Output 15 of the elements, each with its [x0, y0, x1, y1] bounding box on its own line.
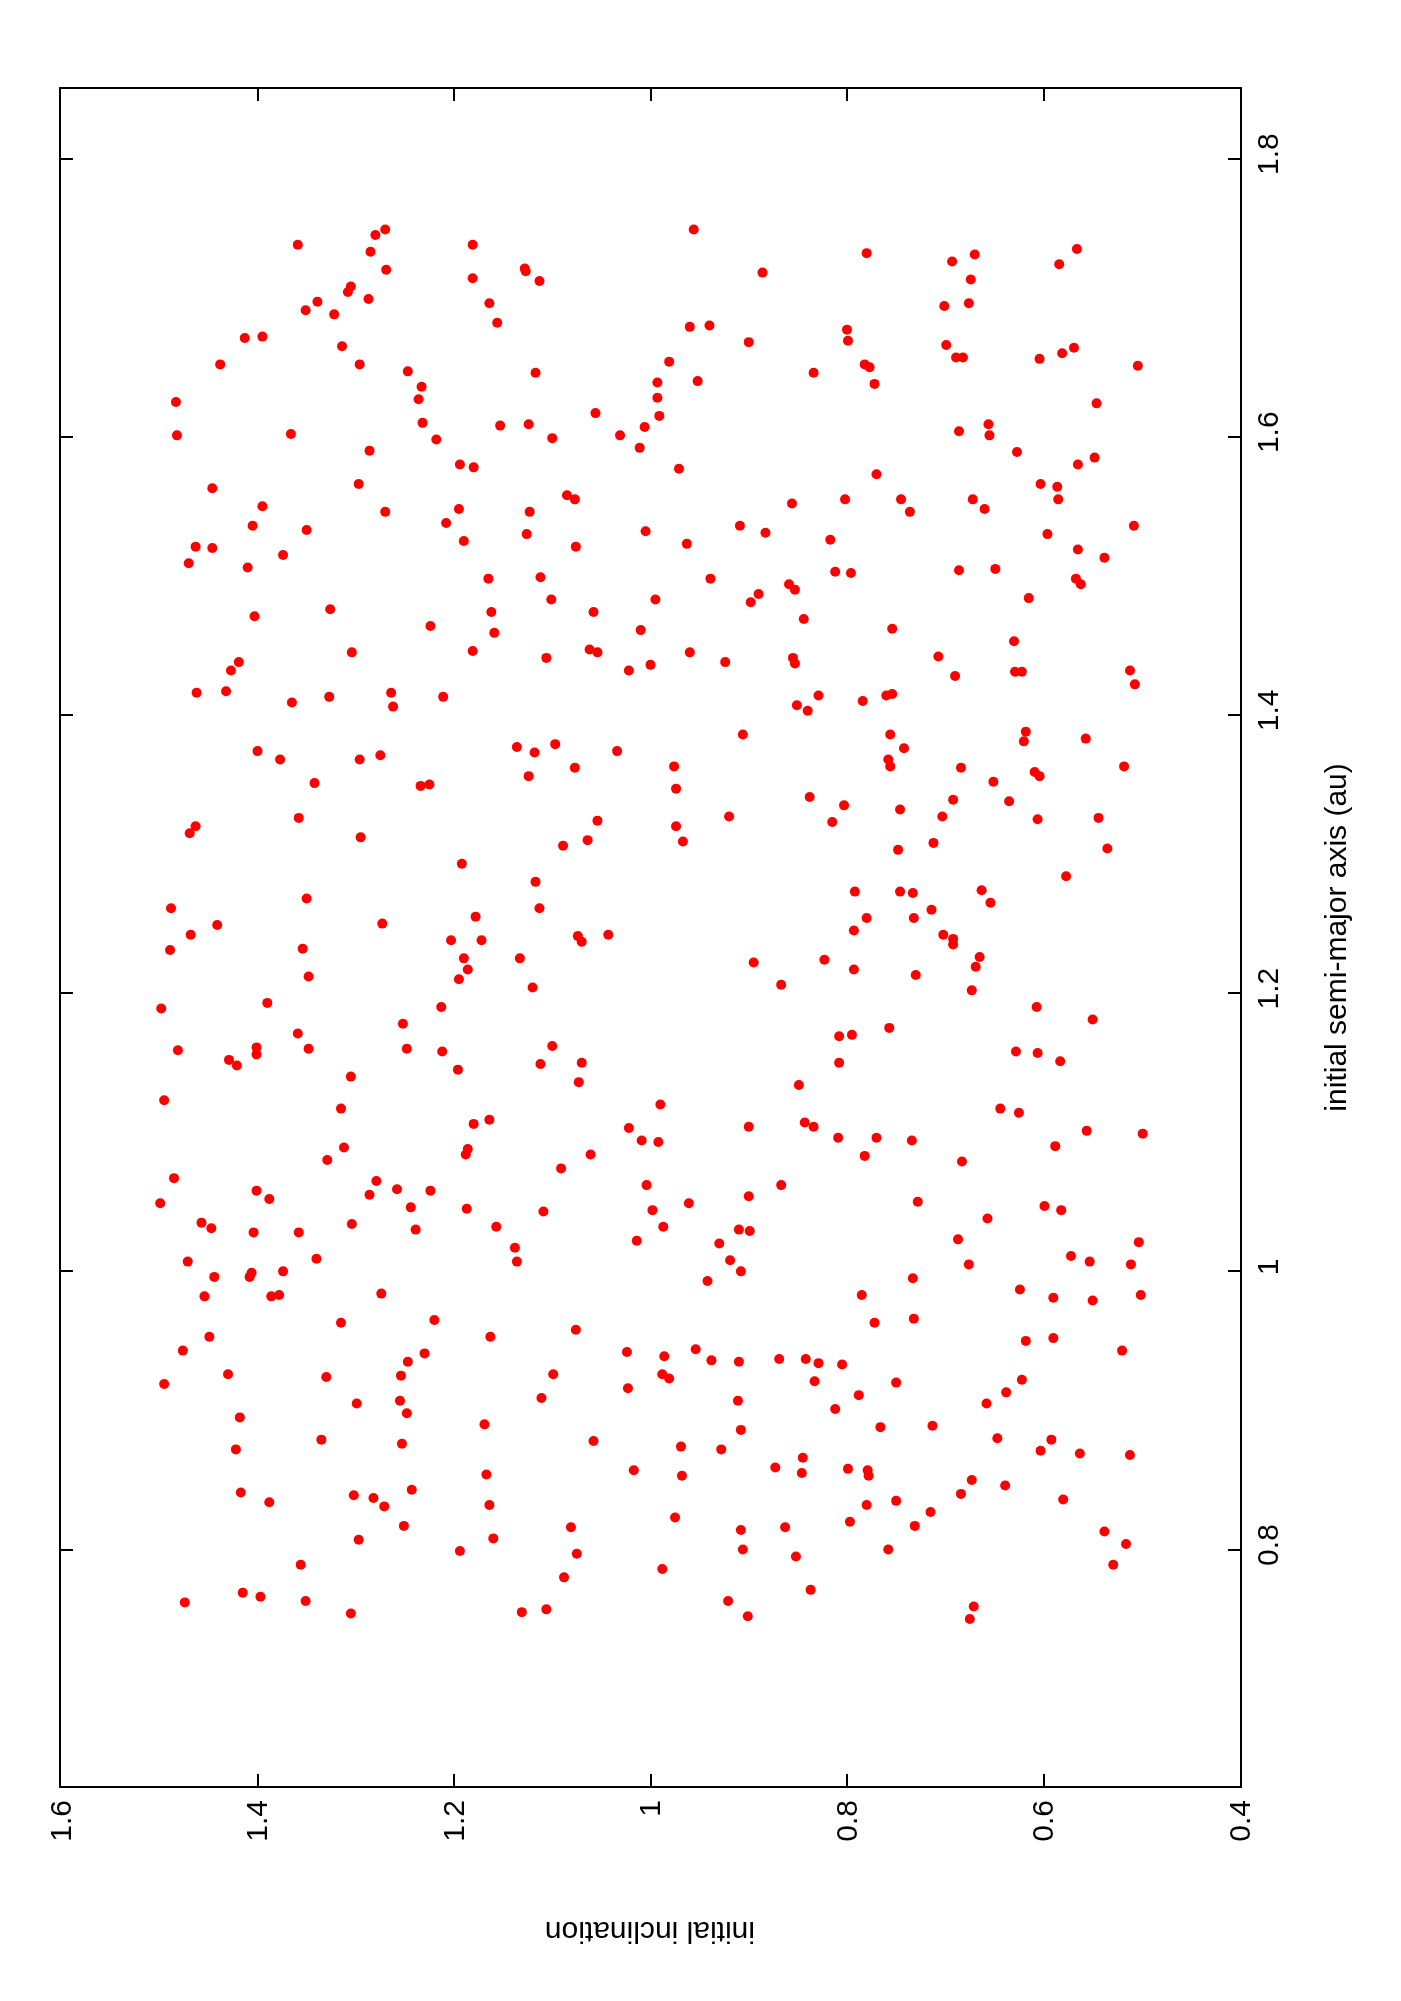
x-tick-label: 0.8 [829, 1800, 863, 1842]
x-tick-label: 1.6 [43, 1800, 77, 1842]
x-tick-label: 1.4 [240, 1800, 274, 1842]
x-tick-label: 1.2 [436, 1800, 470, 1842]
x-axis-title: initial inclination [544, 1915, 755, 1949]
y-axis-title: initial semi-major axis (au) [1318, 763, 1352, 1112]
y-tick-label: 1.8 [1251, 133, 1284, 175]
x-tick-label: 1 [633, 1800, 667, 1817]
y-tick-label: 1.2 [1251, 967, 1284, 1010]
y-tick-label: 1.4 [1251, 689, 1284, 732]
x-tick-label: 0.4 [1222, 1800, 1256, 1842]
y-tick-label: 1.6 [1251, 411, 1284, 454]
y-tick-label: 1 [1251, 1258, 1284, 1276]
y-tick-label: 0.8 [1251, 1524, 1284, 1566]
x-tick-label: 0.6 [1026, 1800, 1060, 1842]
